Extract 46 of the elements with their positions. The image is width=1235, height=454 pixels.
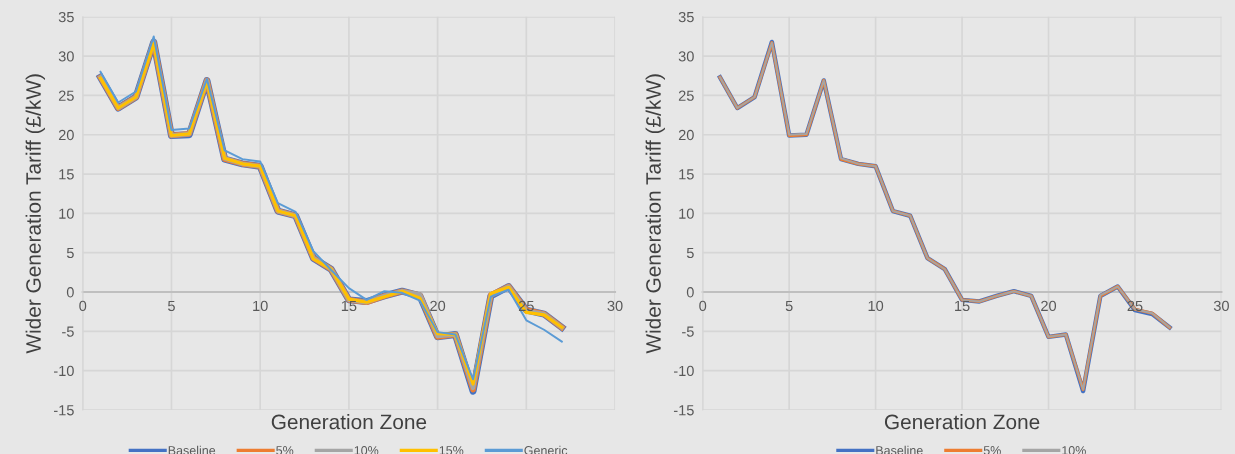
legend-label: 10% <box>1062 446 1086 454</box>
y-tick-label: 15 <box>679 169 694 180</box>
y-tick-label: 35 <box>678 11 694 23</box>
y-tick-label: 10 <box>59 208 74 219</box>
legend-label: Baseline <box>876 445 923 454</box>
y-tick-label: -15 <box>673 405 694 416</box>
x-axis-title: Generation Zone <box>884 414 1040 430</box>
y-tick-label: 10 <box>679 208 694 219</box>
legend-label: 15% <box>439 446 464 454</box>
legend-label: Generic <box>524 445 568 454</box>
x-tick-label: 15 <box>341 300 357 312</box>
y-tick-label: 30 <box>58 51 74 62</box>
x-tick-label: 30 <box>607 300 623 312</box>
y-tick-label: 0 <box>66 287 74 298</box>
legend-label: Baseline <box>168 445 216 454</box>
x-tick-label: 0 <box>79 300 87 312</box>
x-tick-label: 20 <box>430 300 446 312</box>
legend-label: 5% <box>983 446 1001 454</box>
y-tick-label: 20 <box>678 129 694 141</box>
y-tick-label: 15 <box>59 169 74 180</box>
x-tick-label: 30 <box>1213 300 1229 312</box>
y-tick-label: -15 <box>53 405 74 416</box>
y-axis-title: Wider Generation Tariff (£/kW) <box>25 74 45 354</box>
x-tick-label: 5 <box>785 300 793 312</box>
y-tick-label: 30 <box>678 51 694 62</box>
y-tick-label: 5 <box>66 247 74 259</box>
x-tick-label: 15 <box>955 300 970 312</box>
x-axis-title: Generation Zone <box>271 414 427 430</box>
legend-label: 10% <box>354 446 379 454</box>
y-tick-label: 20 <box>58 129 74 141</box>
y-tick-label: -10 <box>673 365 694 377</box>
y-tick-label: 0 <box>686 287 694 298</box>
x-tick-label: 20 <box>1041 300 1057 312</box>
y-tick-label: 35 <box>58 11 74 23</box>
y-axis-title: Wider Generation Tariff (£/kW) <box>645 74 665 354</box>
x-tick-label: 5 <box>167 300 175 312</box>
y-tick-label: 25 <box>678 90 694 101</box>
y-tick-label: 25 <box>58 90 74 101</box>
y-tick-label: -5 <box>62 326 74 337</box>
y-tick-label: -5 <box>682 326 694 337</box>
legend-label: 5% <box>276 446 294 454</box>
x-tick-label: 10 <box>253 300 268 312</box>
y-tick-label: -10 <box>53 365 74 377</box>
y-tick-label: 5 <box>686 247 694 259</box>
x-tick-label: 0 <box>699 300 707 312</box>
x-tick-label: 10 <box>868 300 884 312</box>
